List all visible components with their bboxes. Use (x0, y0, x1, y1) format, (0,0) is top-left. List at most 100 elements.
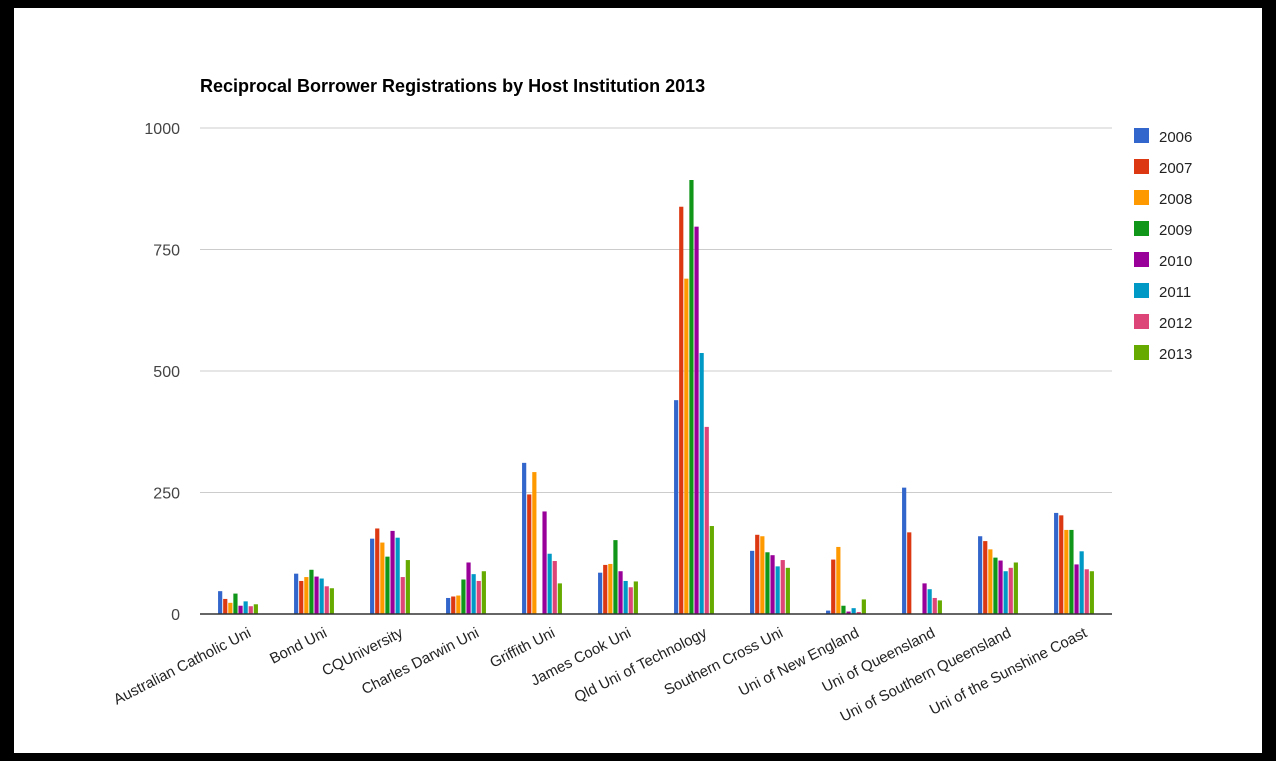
legend-swatch (1134, 221, 1149, 236)
bar-2013 (709, 526, 714, 614)
bar-2007 (603, 564, 608, 614)
bar-2008 (836, 546, 841, 614)
bar-2013 (1013, 562, 1018, 614)
bar-2013 (481, 571, 486, 614)
bar-2011 (851, 608, 856, 614)
bar-2006 (826, 610, 831, 614)
bar-2007 (983, 541, 988, 614)
bar-2009 (461, 579, 466, 614)
bar-2009 (765, 552, 770, 614)
bar-2009 (1069, 529, 1074, 614)
bar-2011 (927, 589, 932, 614)
bar-2006 (750, 550, 755, 614)
bar-2008 (608, 563, 613, 614)
bar-2006 (218, 591, 223, 614)
bar-2006 (294, 573, 299, 614)
bar-2006 (978, 536, 983, 614)
bar-2006 (446, 597, 451, 614)
bar-2010 (466, 562, 471, 614)
bar-2006 (674, 400, 679, 614)
bar-2012 (400, 577, 405, 614)
legend-label: 2010 (1159, 253, 1192, 270)
bar-2007 (527, 494, 532, 614)
bar-2010 (238, 605, 243, 614)
bar-2010 (618, 571, 623, 614)
bar-2013 (861, 599, 866, 614)
legend-label: 2009 (1159, 222, 1192, 239)
legend-swatch (1134, 159, 1149, 174)
bar-2010 (1074, 564, 1079, 614)
bar-2008 (228, 602, 233, 614)
bar-2010 (542, 511, 547, 614)
legend-swatch (1134, 252, 1149, 267)
y-tick-label: 1000 (144, 121, 180, 138)
bar-2012 (1084, 569, 1089, 614)
y-tick-label: 250 (153, 486, 180, 503)
chart-frame: Reciprocal Borrower Registrations by Hos… (14, 8, 1262, 753)
legend-label: 2011 (1159, 284, 1191, 301)
bar-2011 (1079, 551, 1084, 614)
y-tick-label: 750 (153, 243, 180, 260)
legend-swatch (1134, 314, 1149, 329)
bar-2009 (993, 557, 998, 614)
bar-2011 (243, 601, 248, 614)
bar-2013 (557, 583, 562, 614)
bar-2012 (628, 587, 633, 614)
chart-title: Reciprocal Borrower Registrations by Hos… (200, 76, 705, 96)
x-tick-label: Bond Uni (267, 624, 330, 667)
bar-2013 (785, 567, 790, 614)
bar-2006 (1054, 512, 1059, 614)
bar-2007 (451, 596, 456, 614)
legend-label: 2006 (1159, 129, 1192, 146)
bar-2007 (1059, 515, 1064, 614)
bar-chart: Reciprocal Borrower Registrations by Hos… (111, 76, 1192, 726)
bar-2008 (760, 536, 765, 614)
bar-2013 (329, 588, 334, 614)
bar-2013 (253, 604, 258, 614)
bar-2007 (907, 532, 912, 614)
legend-label: 2013 (1159, 346, 1192, 363)
bars (218, 180, 1094, 614)
bar-2009 (689, 180, 694, 614)
bar-2010 (390, 530, 395, 614)
x-tick-label: Australian Catholic Uni (111, 624, 254, 708)
bar-2006 (522, 462, 527, 614)
bar-2011 (623, 580, 628, 614)
bar-2011 (395, 537, 400, 614)
legend-label: 2008 (1159, 191, 1192, 208)
y-tick-label: 500 (153, 364, 180, 381)
bar-2012 (704, 426, 709, 614)
legend-label: 2012 (1159, 315, 1192, 332)
bar-2010 (770, 555, 775, 614)
bar-2009 (233, 593, 238, 614)
bar-2009 (309, 569, 314, 614)
bar-2010 (922, 583, 927, 614)
legend-swatch (1134, 128, 1149, 143)
bar-2007 (755, 534, 760, 614)
bar-2010 (314, 576, 319, 614)
legend: 2006 2007 2008 2009 2010 2011 2012 2013 (1134, 128, 1192, 363)
bar-2012 (780, 560, 785, 614)
bar-2008 (532, 472, 537, 614)
bar-2006 (598, 572, 603, 614)
bar-2007 (299, 580, 304, 614)
bar-2010 (846, 611, 851, 614)
x-tick-label: Qld Uni of Technology (572, 624, 711, 706)
bar-2013 (633, 581, 638, 614)
bar-2011 (1003, 571, 1008, 614)
bar-2011 (775, 566, 780, 614)
bar-2006 (370, 538, 375, 614)
bar-2013 (937, 600, 942, 614)
bar-2011 (699, 353, 704, 614)
bar-2011 (471, 574, 476, 614)
bar-2012 (1008, 567, 1013, 614)
bar-2011 (547, 553, 552, 614)
bar-2008 (1064, 529, 1069, 614)
y-axis-ticks: 0 250 500 750 1000 (144, 121, 180, 624)
bar-2009 (613, 540, 618, 614)
bar-2013 (405, 560, 410, 614)
y-tick-label: 0 (171, 607, 180, 624)
bar-2012 (248, 606, 253, 614)
bar-2007 (375, 528, 380, 614)
bar-2010 (694, 226, 699, 614)
